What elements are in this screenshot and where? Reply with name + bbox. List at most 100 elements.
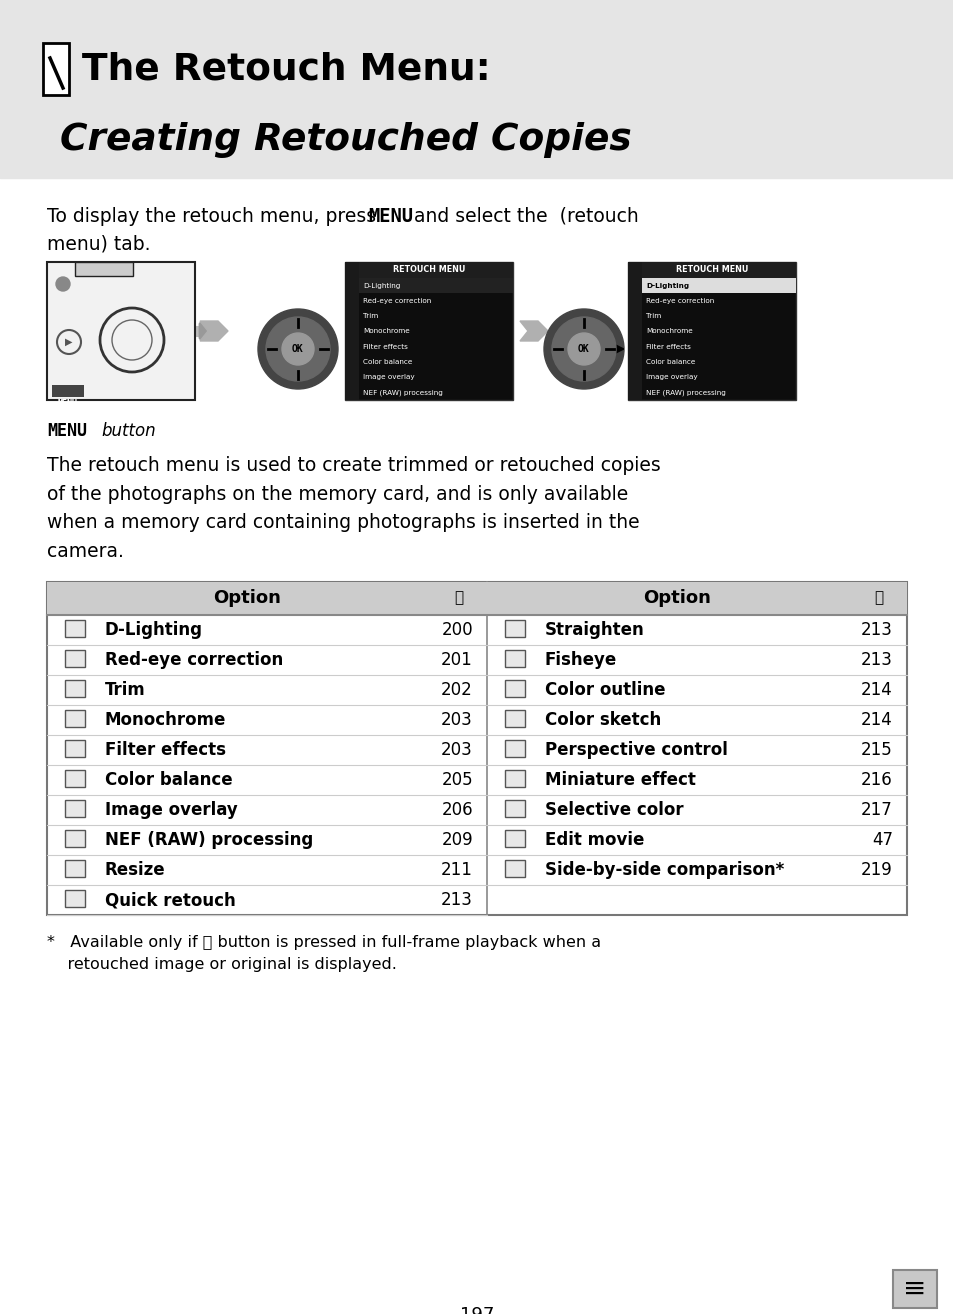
Text: Monochrome: Monochrome bbox=[363, 328, 410, 334]
Bar bbox=[627, 261, 795, 399]
Bar bbox=[65, 830, 85, 848]
Text: 214: 214 bbox=[861, 711, 892, 729]
Text: Fisheye: Fisheye bbox=[544, 650, 617, 669]
Text: Selective color: Selective color bbox=[544, 802, 683, 819]
Text: The retouch menu is used to create trimmed or retouched copies
of the photograph: The retouch menu is used to create trimm… bbox=[47, 456, 660, 561]
Text: 205: 205 bbox=[441, 771, 473, 788]
Text: D-Lighting: D-Lighting bbox=[105, 622, 203, 639]
Text: Trim: Trim bbox=[363, 313, 377, 319]
Bar bbox=[358, 279, 513, 293]
Circle shape bbox=[257, 309, 337, 389]
Text: MENU: MENU bbox=[368, 208, 413, 226]
Text: ▶: ▶ bbox=[65, 336, 72, 347]
Bar bbox=[47, 582, 906, 915]
Text: Resize: Resize bbox=[105, 861, 166, 879]
Text: Option: Option bbox=[642, 589, 710, 607]
Text: 201: 201 bbox=[441, 650, 473, 669]
Bar bbox=[65, 890, 85, 907]
Circle shape bbox=[552, 317, 616, 381]
Text: button: button bbox=[101, 422, 155, 440]
Text: Trim: Trim bbox=[645, 313, 660, 319]
Text: and select the  (retouch: and select the (retouch bbox=[408, 208, 639, 226]
Text: RETOUCH MENU: RETOUCH MENU bbox=[393, 265, 465, 275]
Bar bbox=[892, 1271, 936, 1307]
Text: Color balance: Color balance bbox=[645, 359, 695, 365]
Text: The Retouch Menu:: The Retouch Menu: bbox=[82, 53, 490, 88]
Text: NEF (RAW) processing: NEF (RAW) processing bbox=[105, 830, 313, 849]
Bar bbox=[65, 620, 85, 637]
Bar bbox=[641, 279, 795, 293]
Text: 217: 217 bbox=[861, 802, 892, 819]
Polygon shape bbox=[200, 321, 228, 342]
Circle shape bbox=[567, 332, 599, 365]
Bar bbox=[65, 710, 85, 727]
Bar bbox=[47, 582, 486, 615]
Text: 209: 209 bbox=[441, 830, 473, 849]
Circle shape bbox=[282, 332, 314, 365]
Text: Edit movie: Edit movie bbox=[544, 830, 643, 849]
Text: 203: 203 bbox=[441, 741, 473, 759]
Bar bbox=[504, 650, 524, 668]
Text: 216: 216 bbox=[861, 771, 892, 788]
Text: Side-by-side comparison*: Side-by-side comparison* bbox=[544, 861, 783, 879]
Text: 📖: 📖 bbox=[874, 590, 882, 606]
Text: Image overlay: Image overlay bbox=[645, 374, 697, 380]
Text: Red-eye correction: Red-eye correction bbox=[645, 298, 714, 304]
Text: 📖: 📖 bbox=[454, 590, 463, 606]
Bar bbox=[75, 261, 132, 276]
Text: ≡: ≡ bbox=[902, 1275, 925, 1303]
Bar bbox=[627, 261, 641, 399]
Bar bbox=[65, 650, 85, 668]
Text: MENU: MENU bbox=[58, 398, 78, 407]
Text: 203: 203 bbox=[441, 711, 473, 729]
Text: menu) tab.: menu) tab. bbox=[47, 235, 151, 254]
Circle shape bbox=[543, 309, 623, 389]
Bar bbox=[504, 830, 524, 848]
Text: Quick retouch: Quick retouch bbox=[105, 891, 235, 909]
Text: Image overlay: Image overlay bbox=[105, 802, 237, 819]
Text: *   Available only if Ⓚ button is pressed in full-frame playback when a
    reto: * Available only if Ⓚ button is pressed … bbox=[47, 936, 600, 972]
Bar bbox=[627, 261, 795, 279]
Text: OK: OK bbox=[578, 344, 589, 353]
Text: NEF (RAW) processing: NEF (RAW) processing bbox=[363, 389, 442, 396]
Text: Miniature effect: Miniature effect bbox=[544, 771, 695, 788]
Bar bbox=[65, 681, 85, 696]
Bar bbox=[345, 261, 513, 279]
Text: Monochrome: Monochrome bbox=[645, 328, 692, 334]
Text: 200: 200 bbox=[441, 622, 473, 639]
Text: Filter effects: Filter effects bbox=[645, 344, 690, 350]
Text: 213: 213 bbox=[861, 650, 892, 669]
Text: D-Lighting: D-Lighting bbox=[645, 283, 688, 289]
Text: Red-eye correction: Red-eye correction bbox=[363, 298, 431, 304]
Bar bbox=[43, 43, 69, 95]
Bar bbox=[65, 740, 85, 757]
Circle shape bbox=[266, 317, 330, 381]
Text: Color balance: Color balance bbox=[105, 771, 233, 788]
Circle shape bbox=[56, 277, 70, 290]
Text: Color sketch: Color sketch bbox=[544, 711, 660, 729]
Text: 219: 219 bbox=[861, 861, 892, 879]
Bar bbox=[486, 582, 906, 615]
Text: Image overlay: Image overlay bbox=[363, 374, 415, 380]
Text: 213: 213 bbox=[440, 891, 473, 909]
Bar bbox=[345, 261, 358, 399]
Text: 215: 215 bbox=[861, 741, 892, 759]
Text: 213: 213 bbox=[861, 622, 892, 639]
Text: Straighten: Straighten bbox=[544, 622, 644, 639]
Text: Filter effects: Filter effects bbox=[363, 344, 408, 350]
Bar bbox=[0, 0, 953, 177]
Text: MENU: MENU bbox=[47, 422, 87, 440]
Text: Filter effects: Filter effects bbox=[105, 741, 226, 759]
Text: 202: 202 bbox=[441, 681, 473, 699]
Bar bbox=[65, 859, 85, 876]
Bar bbox=[504, 681, 524, 696]
Bar bbox=[504, 770, 524, 787]
Text: Color outline: Color outline bbox=[544, 681, 665, 699]
Text: 197: 197 bbox=[459, 1306, 494, 1314]
Bar bbox=[504, 800, 524, 817]
Bar bbox=[65, 770, 85, 787]
Text: 214: 214 bbox=[861, 681, 892, 699]
Polygon shape bbox=[519, 321, 547, 342]
Text: To display the retouch menu, press: To display the retouch menu, press bbox=[47, 208, 382, 226]
Text: Perspective control: Perspective control bbox=[544, 741, 727, 759]
